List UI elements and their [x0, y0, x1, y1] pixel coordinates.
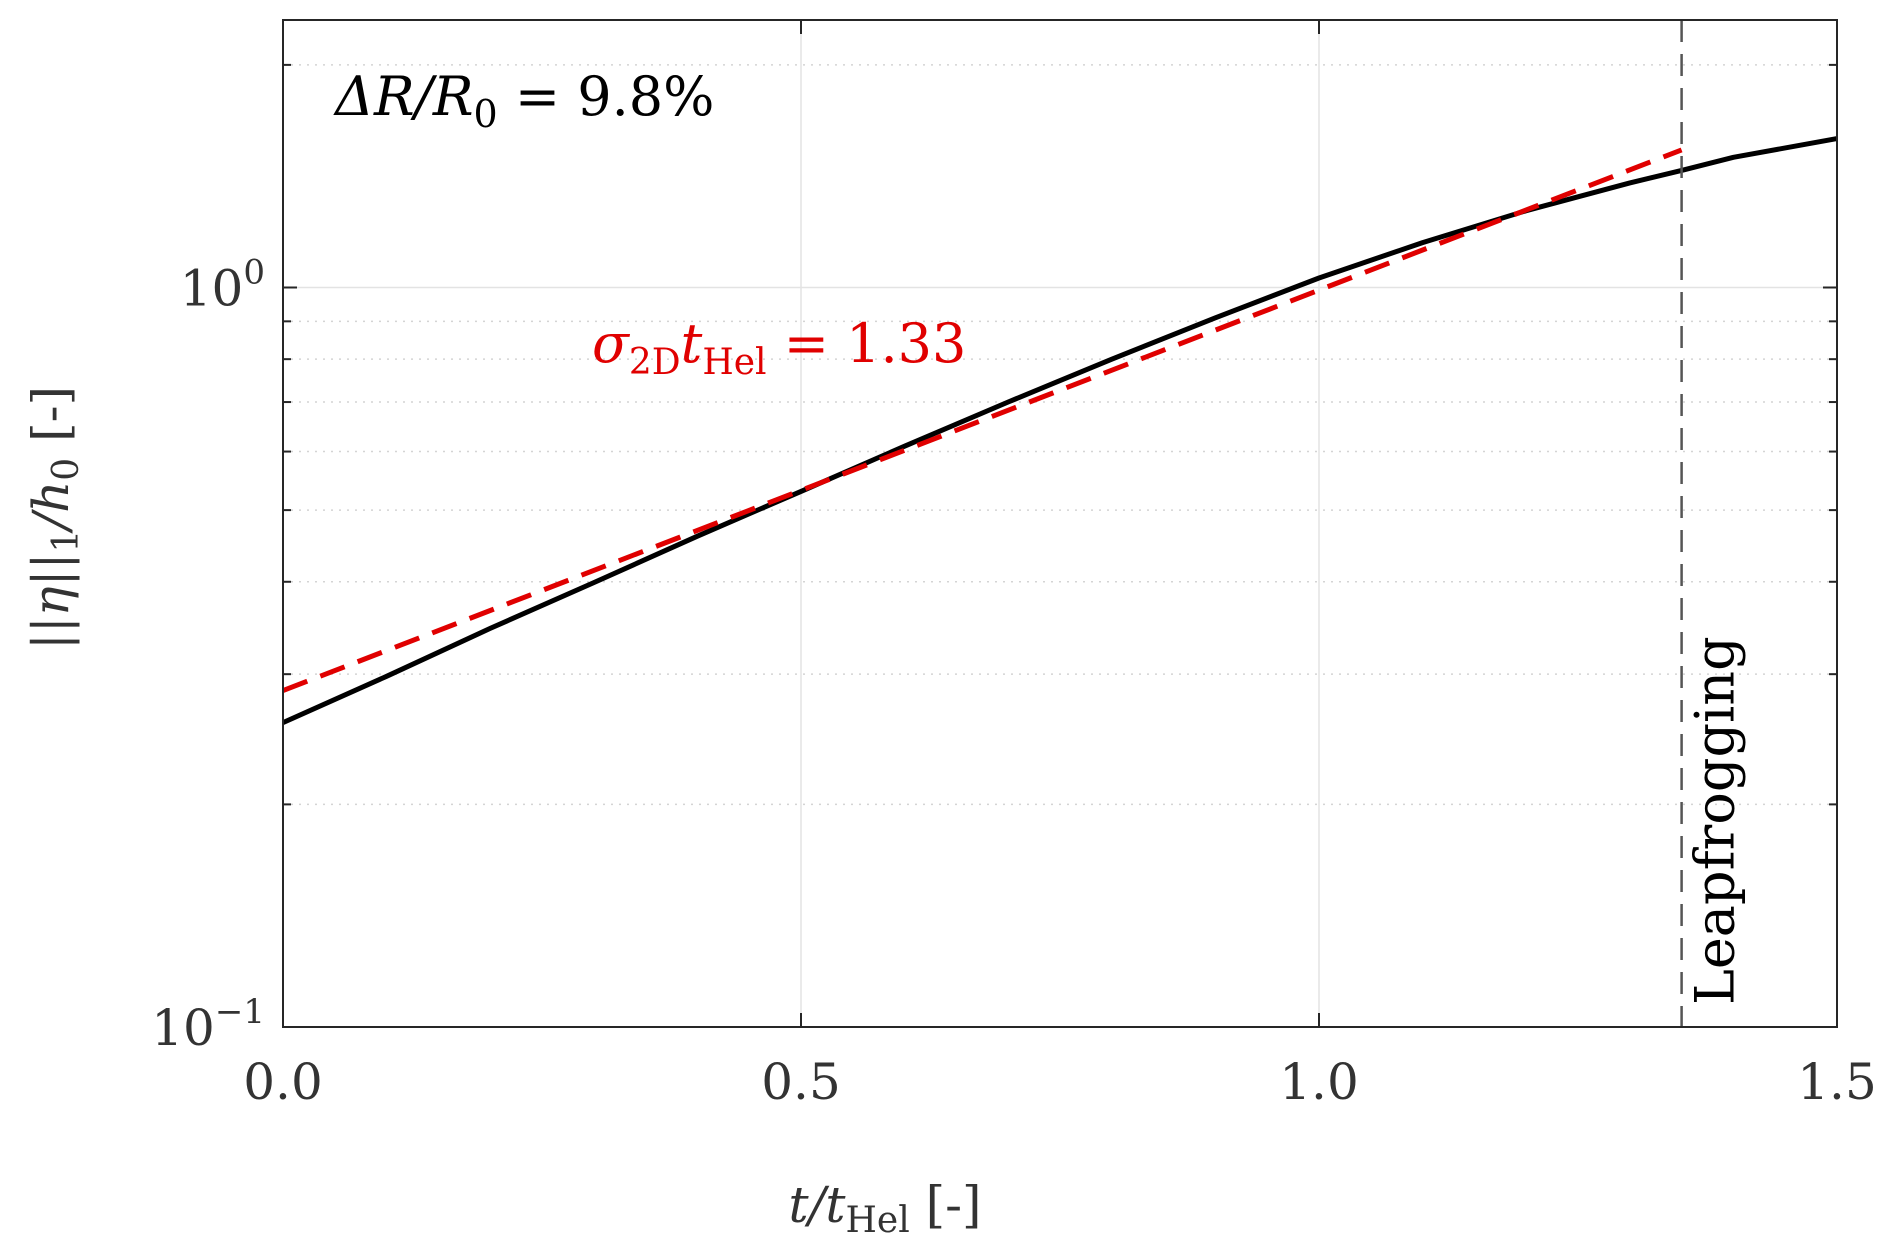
x-axis-title-base: t/t	[788, 1176, 846, 1234]
annotation-rate-post: = 1.33	[767, 312, 967, 375]
grid	[283, 20, 1837, 1027]
annotation-rate-pre: σ	[592, 312, 631, 375]
y-tick-label: 100	[180, 252, 265, 317]
annotation-rate-sub1: 2D	[629, 342, 681, 383]
x-tick-label: 0.5	[761, 1053, 841, 1111]
series-group	[281, 20, 1838, 1027]
annotation-growth-rate: σ2DtHel = 1.33	[592, 312, 966, 383]
y-tick-label: 10−1	[151, 992, 265, 1057]
leapfrogging-label: Leapfrogging	[1684, 636, 1747, 1005]
annotation-radius-sub: 0	[474, 92, 498, 136]
series-main-line	[281, 136, 1838, 725]
y-axis-title-pre: ||η||	[22, 553, 80, 650]
x-axis-title: t/tHel [-]	[788, 1176, 981, 1239]
annotation-radius: ΔR/R0 = 9.8%	[333, 65, 714, 136]
x-tick-label: 1.5	[1797, 1053, 1877, 1111]
x-axis-title-sub: Hel	[846, 1200, 910, 1239]
series-fit-line	[282, 147, 1683, 693]
annotation-radius-post: = 9.8%	[498, 65, 715, 128]
plot-frame	[282, 19, 1838, 1028]
y-axis-title-sub1: 1	[46, 530, 87, 553]
x-tick-label: 1.0	[1279, 1053, 1359, 1111]
y-axis-title: ||η||1/h0 [-]	[22, 386, 87, 650]
y-axis-title-suffix: [-]	[22, 386, 80, 458]
x-tick-label: 0.0	[243, 1053, 323, 1111]
x-axis-ticks: 0.0 0.5 1.0 1.5	[243, 20, 1877, 1111]
annotation-radius-pre: ΔR/R	[333, 65, 474, 128]
y-axis-title-mid: /h	[22, 481, 80, 534]
annotation-rate-mid: t	[681, 312, 703, 375]
x-axis-title-suffix: [-]	[910, 1176, 982, 1234]
annotation-rate-sub2: Hel	[702, 342, 766, 383]
y-axis-ticks: 10−1 100	[151, 63, 1837, 1057]
y-axis-title-sub2: 0	[46, 458, 87, 481]
